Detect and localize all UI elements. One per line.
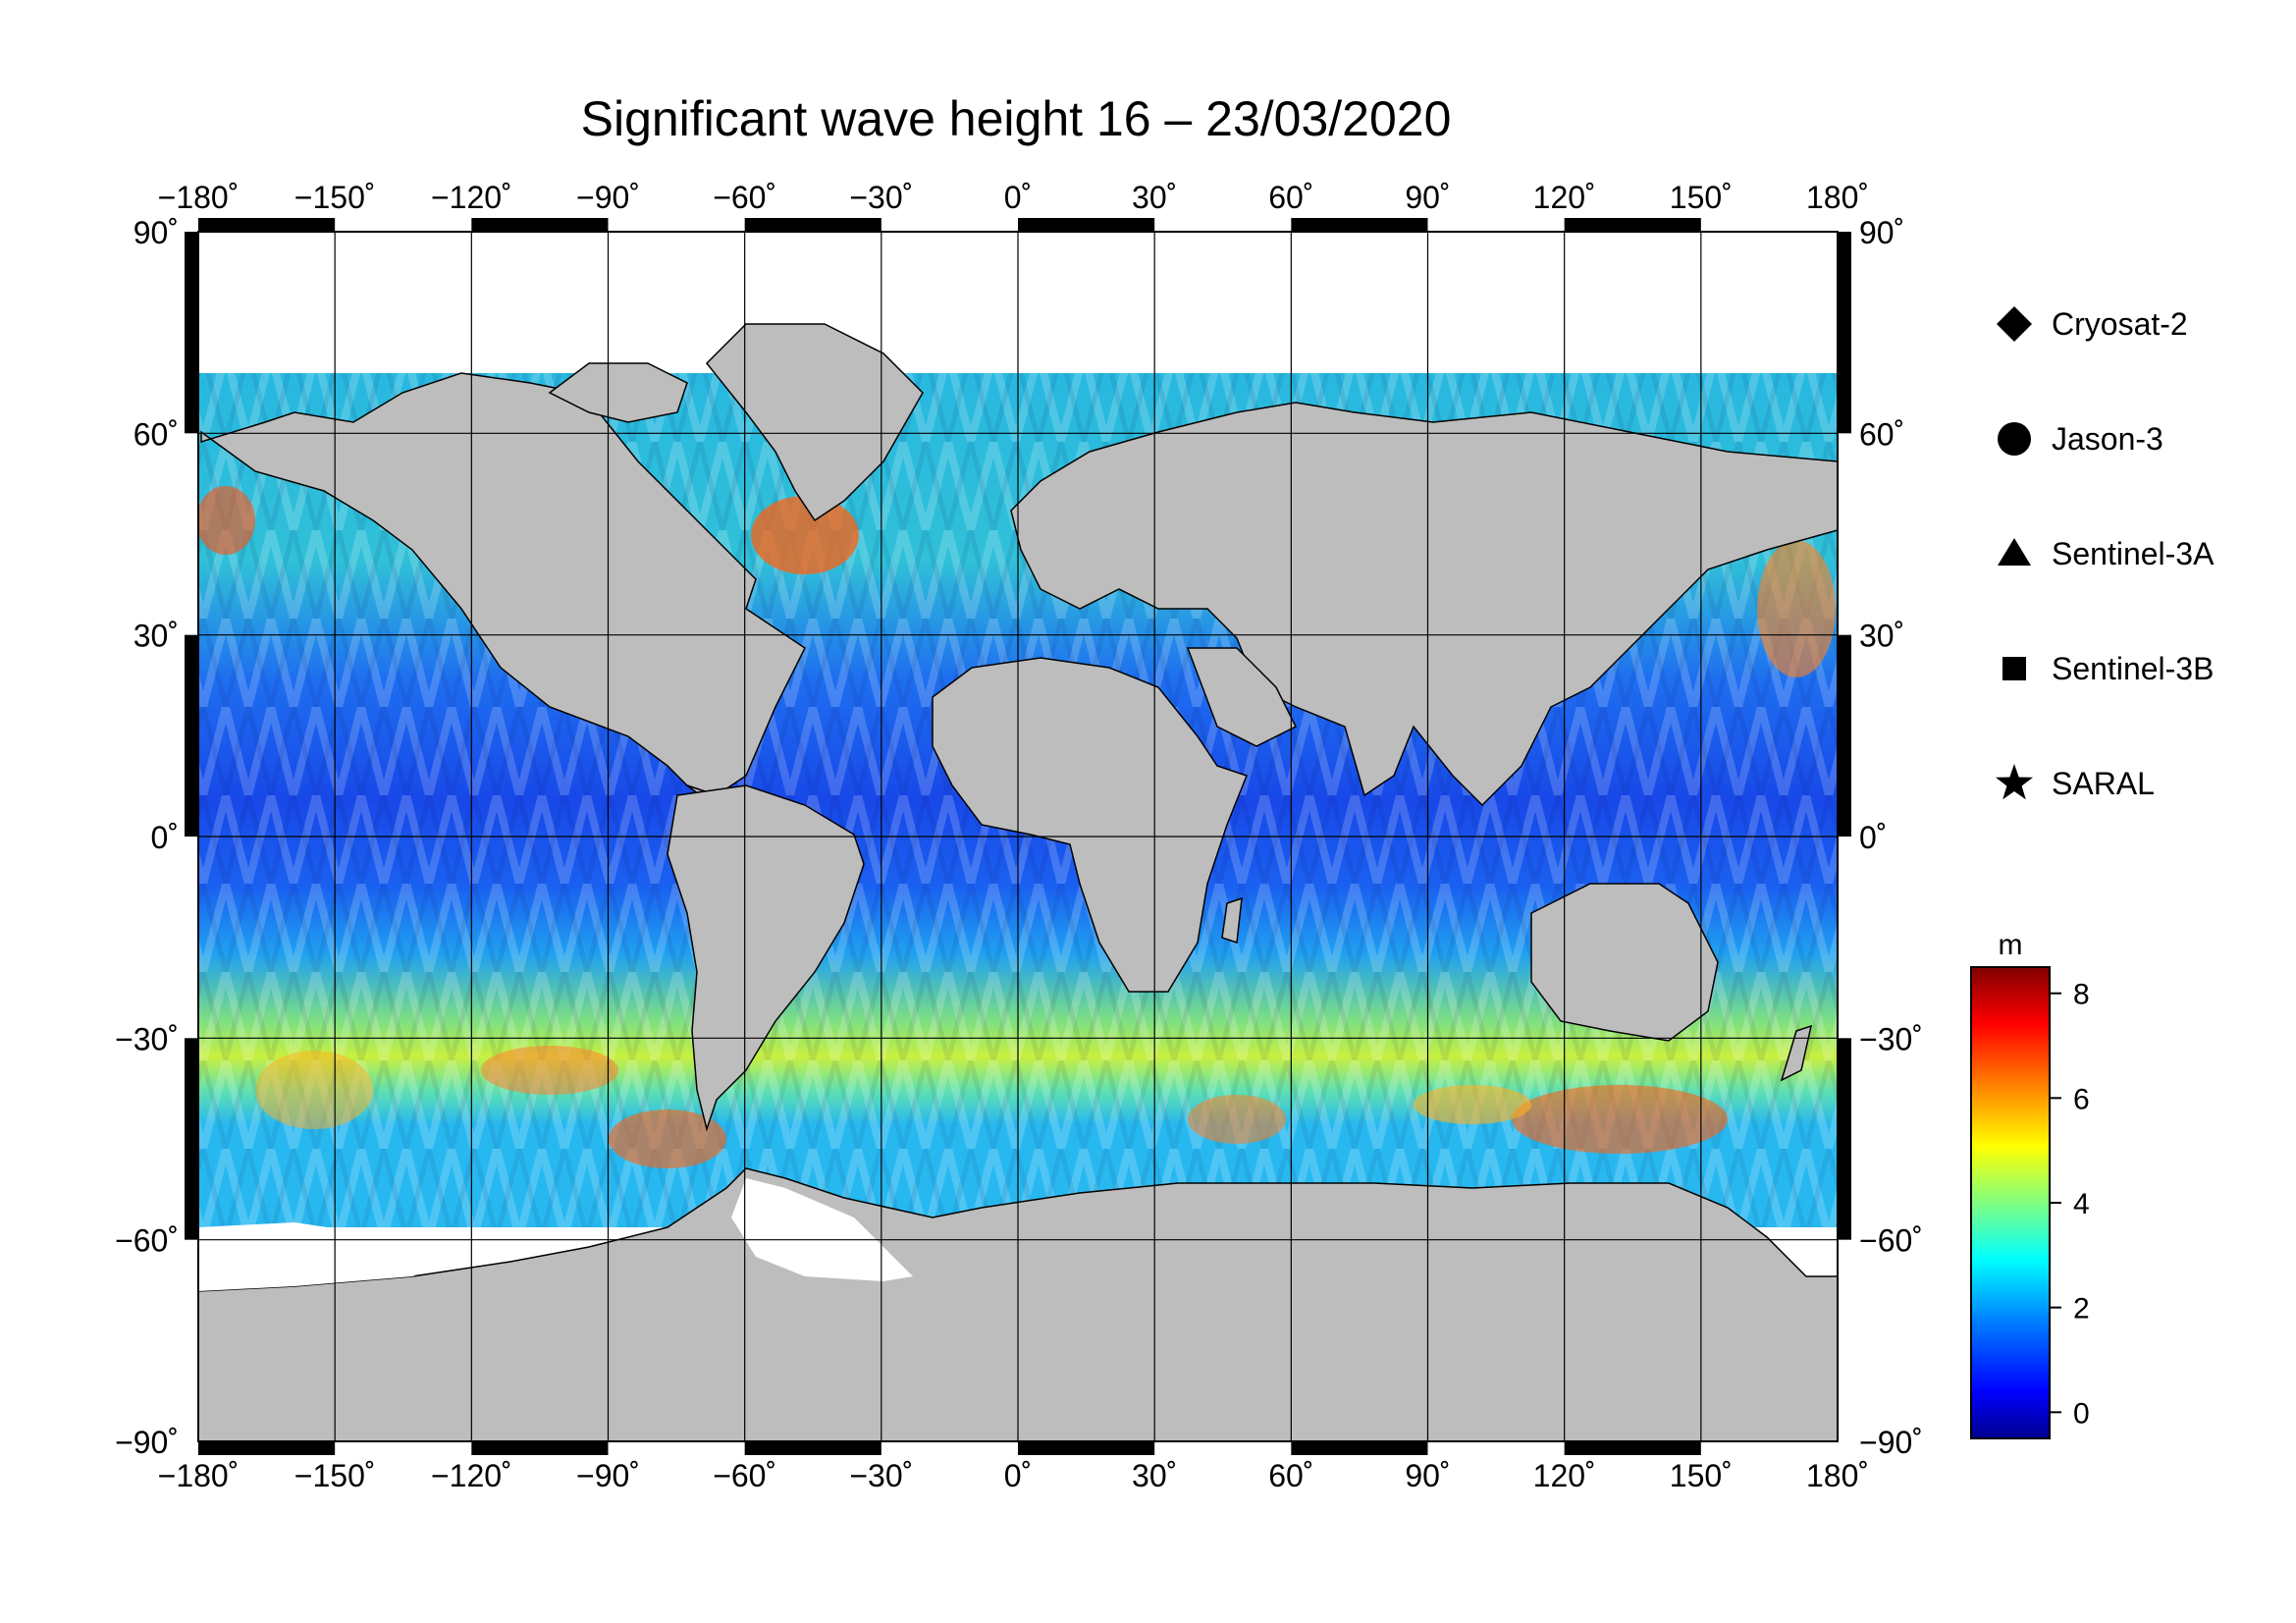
frame-bar-bottom <box>471 1441 609 1455</box>
frame-bar-right <box>1838 634 1851 837</box>
australia-land <box>1530 883 1719 1042</box>
colorbar-tick-label: 8 <box>2073 979 2090 1011</box>
lon-tick-label: −60˚ <box>713 1458 776 1493</box>
lat-tick-label: −60˚ <box>115 1223 179 1259</box>
arabia-land <box>1186 647 1298 747</box>
lon-tick-label: 90˚ <box>1405 1458 1450 1493</box>
lat-tick-label: 30˚ <box>133 619 179 654</box>
lon-tick-label: −120˚ <box>431 1458 512 1493</box>
eurasia-land <box>1010 402 1838 807</box>
madagascar-land <box>1221 896 1243 945</box>
legend-label: Sentinel-3A <box>2052 536 2215 571</box>
lon-tick-label: −30˚ <box>849 180 913 215</box>
frame-bar-right <box>1838 232 1851 434</box>
lat-tick-label: 60˚ <box>133 416 179 452</box>
frame-bar-top <box>1018 218 1155 232</box>
frame-bar-left <box>185 634 198 837</box>
lon-tick-label: 30˚ <box>1132 180 1177 215</box>
lat-tick-label: 90˚ <box>1859 215 1904 250</box>
colorbar-unit: m <box>1999 929 2023 961</box>
map-frame-bars <box>185 218 1851 1455</box>
lat-tick-label: −30˚ <box>1859 1021 1923 1056</box>
greenland-land <box>705 323 924 522</box>
high-swh-patches <box>198 486 1836 1168</box>
lon-tick-label: 120˚ <box>1533 1458 1596 1493</box>
colorbar-ticks: 0 2 4 6 8 <box>2050 979 2090 1430</box>
lon-tick-label: 0˚ <box>1004 180 1032 215</box>
lon-tick-label: 180˚ <box>1806 180 1869 215</box>
satellite-legend: Cryosat-2 Jason-3 Sentinel-3A Sentinel-3B SA… <box>1996 306 2215 801</box>
frame-bar-top <box>1291 218 1428 232</box>
legend-label: Jason-3 <box>2052 421 2163 457</box>
frame-bar-right <box>1838 1038 1851 1240</box>
frame-bar-top <box>1564 218 1701 232</box>
frame-bar-bottom <box>744 1441 881 1455</box>
square-icon <box>2002 657 2026 680</box>
frame-bar-left <box>185 1038 198 1240</box>
lon-tick-label: 150˚ <box>1670 180 1733 215</box>
lon-tick-label: 60˚ <box>1268 1458 1313 1493</box>
lon-ticks-bottom: −180˚ −150˚ −120˚ −90˚ −60˚ −30˚ 0˚ 30˚ 60˚ 90˚ 12… <box>158 1458 1869 1493</box>
colorbar-tick-label: 0 <box>2073 1397 2090 1430</box>
lon-tick-label: 90˚ <box>1405 180 1450 215</box>
frame-bar-bottom <box>1564 1441 1701 1455</box>
colorbar-tick-label: 4 <box>2073 1188 2090 1220</box>
lat-tick-label: −90˚ <box>115 1425 179 1460</box>
star-icon <box>1996 764 2033 800</box>
north-america-land <box>200 372 806 796</box>
south-america-land <box>667 784 865 1132</box>
lon-tick-label: −150˚ <box>294 1458 376 1493</box>
lon-ticks-top: −180˚ −150˚ −120˚ −90˚ −60˚ −30˚ 0˚ 30˚ 60˚ 90˚ 12… <box>158 180 1869 215</box>
lon-tick-label: −180˚ <box>158 180 240 215</box>
frame-bar-left <box>185 232 198 434</box>
frame-bar-top <box>198 218 336 232</box>
lat-tick-label: 30˚ <box>1859 619 1904 654</box>
lat-tick-label: 0˚ <box>151 820 179 855</box>
lat-tick-label: −30˚ <box>115 1021 179 1056</box>
new-zealand-land <box>1780 1024 1813 1082</box>
frame-bar-bottom <box>1018 1441 1155 1455</box>
frame-bar-bottom <box>198 1441 336 1455</box>
lat-ticks-right: 90˚ 60˚ 30˚ 0˚ −30˚ −60˚ −90˚ <box>1859 215 1923 1460</box>
lon-tick-label: −120˚ <box>431 180 512 215</box>
lon-tick-label: −30˚ <box>849 1458 913 1493</box>
lon-tick-label: 180˚ <box>1806 1458 1869 1493</box>
lon-tick-label: 60˚ <box>1268 180 1313 215</box>
arctic-islands-land <box>548 362 688 423</box>
colorbar-tick-label: 2 <box>2073 1293 2090 1325</box>
colorbar: m 0 2 4 6 8 <box>1970 929 2090 1439</box>
frame-bar-top <box>744 218 881 232</box>
legend-label: SARAL <box>2052 766 2155 801</box>
lon-tick-label: 30˚ <box>1132 1458 1177 1493</box>
lon-tick-label: −180˚ <box>158 1458 240 1493</box>
lon-tick-label: −90˚ <box>576 180 640 215</box>
map-plot-area <box>198 232 1838 1441</box>
lon-tick-label: −150˚ <box>294 180 376 215</box>
circle-icon <box>1998 422 2031 456</box>
frame-bar-bottom <box>1291 1441 1428 1455</box>
lat-tick-label: 90˚ <box>133 215 179 250</box>
lon-tick-label: 150˚ <box>1670 1458 1733 1493</box>
lat-tick-label: −90˚ <box>1859 1425 1923 1460</box>
colorbar-tick-label: 6 <box>2073 1083 2090 1115</box>
legend-label: Sentinel-3B <box>2052 651 2214 686</box>
triangle-icon <box>1998 538 2031 566</box>
lon-tick-label: 0˚ <box>1004 1458 1032 1493</box>
lat-ticks-left: 90˚ 60˚ 30˚ 0˚ −30˚ −60˚ −90˚ <box>115 215 179 1460</box>
lon-tick-label: −90˚ <box>576 1458 640 1493</box>
lon-tick-label: −60˚ <box>713 180 776 215</box>
diamond-icon <box>1997 306 2032 342</box>
frame-bar-top <box>471 218 609 232</box>
lat-tick-label: −60˚ <box>1859 1223 1923 1259</box>
africa-land <box>932 657 1248 993</box>
legend-label: Cryosat-2 <box>2052 306 2188 342</box>
lat-tick-label: 60˚ <box>1859 416 1904 452</box>
lat-tick-label: 0˚ <box>1859 820 1887 855</box>
colorbar-gradient <box>1970 966 2051 1439</box>
graticule <box>198 232 1838 1441</box>
lon-tick-label: 120˚ <box>1533 180 1596 215</box>
map-title: Significant wave height 16 – 23/03/2020 <box>580 91 1452 146</box>
